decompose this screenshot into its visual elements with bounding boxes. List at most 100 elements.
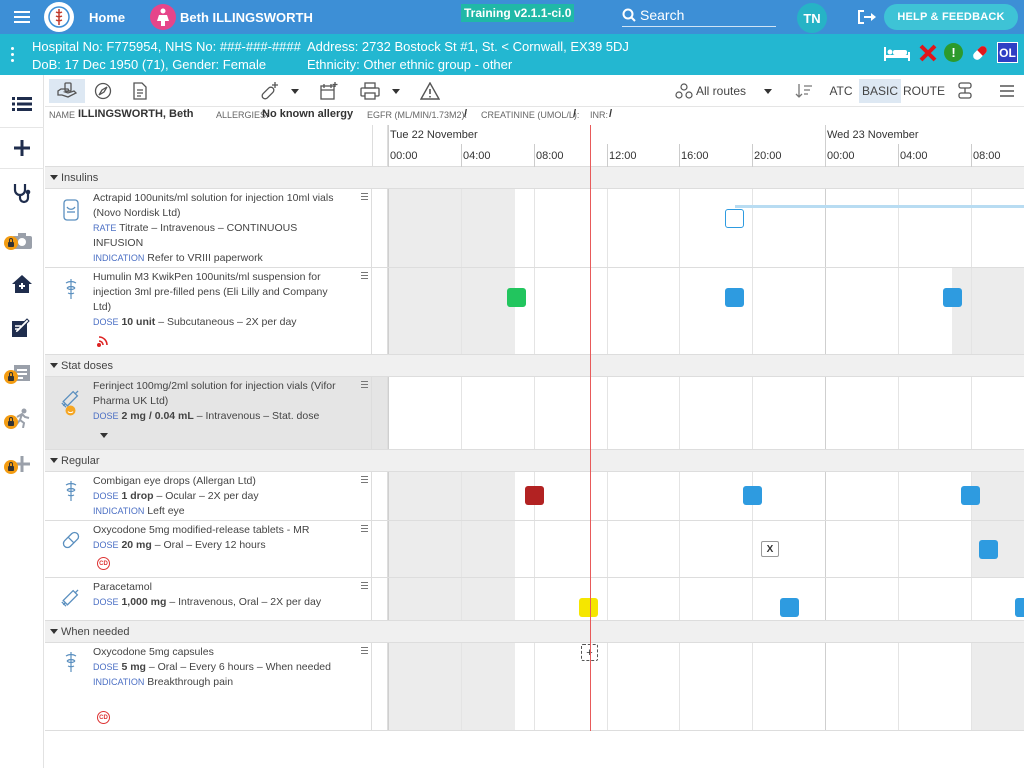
timeline-hour: 08:00 bbox=[536, 150, 564, 162]
bed-icon[interactable] bbox=[882, 43, 912, 63]
dose-marker-due[interactable] bbox=[725, 288, 744, 307]
dose-marker-due[interactable] bbox=[961, 486, 980, 505]
home-link[interactable]: Home bbox=[89, 9, 126, 25]
medication-cell[interactable]: Combigan eye drops (Allergan Ltd) DOSE 1… bbox=[45, 472, 372, 520]
search-input[interactable]: Search bbox=[622, 4, 776, 27]
dose-detail: – Subcutaneous – 2X per day bbox=[158, 316, 297, 328]
document-icon[interactable] bbox=[129, 79, 151, 103]
row-menu-icon[interactable] bbox=[361, 525, 368, 534]
dose-marker-refused[interactable] bbox=[525, 486, 544, 505]
dose-marker-due-now[interactable] bbox=[579, 598, 598, 617]
activity-icon[interactable] bbox=[0, 397, 44, 439]
warning-icon[interactable] bbox=[418, 79, 442, 103]
row-menu-icon[interactable] bbox=[361, 582, 368, 591]
indication-label: INDICATION bbox=[93, 253, 145, 263]
timeline-hour: 00:00 bbox=[827, 150, 855, 162]
dose-label: DOSE bbox=[93, 540, 119, 550]
lock-icon bbox=[4, 236, 18, 250]
menu-icon[interactable] bbox=[14, 0, 36, 34]
sort-icon[interactable] bbox=[793, 79, 815, 103]
banner-menu-icon[interactable] bbox=[11, 47, 15, 65]
dose-marker-due[interactable] bbox=[1015, 598, 1024, 617]
view-route-button[interactable]: ROUTE bbox=[903, 84, 945, 98]
row-menu-icon[interactable] bbox=[361, 272, 368, 281]
edit-document-icon[interactable] bbox=[0, 307, 44, 349]
help-feedback-button[interactable]: HELP & FEEDBACK bbox=[884, 4, 1018, 30]
name-label: NAME bbox=[49, 110, 76, 120]
pill-icon[interactable] bbox=[970, 43, 990, 63]
list-icon[interactable] bbox=[0, 83, 44, 125]
section-regular[interactable]: Regular bbox=[45, 450, 1024, 472]
routes-dropdown[interactable] bbox=[761, 79, 775, 103]
allergies-label: ALLERGIES: bbox=[216, 110, 269, 120]
search-placeholder: Search bbox=[640, 7, 685, 23]
close-icon[interactable] bbox=[919, 44, 937, 62]
controlled-drug-badge: CD bbox=[97, 557, 110, 570]
medication-cell[interactable]: Oxycodone 5mg modified-release tablets -… bbox=[45, 521, 372, 577]
section-insulins[interactable]: Insulins bbox=[45, 167, 1024, 189]
syringe-icon bbox=[61, 390, 79, 408]
patient-name[interactable]: Beth ILLINGSWORTH bbox=[180, 9, 313, 25]
egfr-value: / bbox=[464, 108, 468, 120]
hand-administer-icon[interactable] bbox=[49, 79, 85, 103]
dose-amount: 2 mg / 0.04 mL bbox=[121, 410, 194, 422]
view-basic-button[interactable]: BASIC bbox=[859, 79, 901, 103]
routes-filter-label[interactable]: All routes bbox=[696, 84, 747, 98]
notes-icon[interactable] bbox=[0, 352, 44, 394]
compass-icon[interactable] bbox=[91, 79, 115, 103]
egfr-label: EGFR (ML/MIN/1.73M2): bbox=[367, 110, 468, 120]
menu-icon[interactable] bbox=[995, 79, 1019, 103]
rate-label: RATE bbox=[93, 223, 117, 233]
dose-marker-due[interactable] bbox=[780, 598, 799, 617]
section-stat-doses[interactable]: Stat doses bbox=[45, 355, 1024, 377]
home-plus-icon[interactable] bbox=[0, 263, 44, 305]
app-logo[interactable] bbox=[44, 2, 74, 32]
print-icon[interactable] bbox=[357, 79, 383, 103]
add-medication-dropdown[interactable] bbox=[289, 79, 301, 103]
inr-label: INR: bbox=[590, 110, 608, 120]
dose-marker-due[interactable] bbox=[943, 288, 962, 307]
syringe-icon bbox=[61, 589, 79, 607]
user-avatar[interactable]: TN bbox=[797, 3, 827, 33]
medication-cell[interactable]: Paracetamol DOSE 1,000 mg – Intravenous,… bbox=[45, 578, 372, 620]
ol-badge[interactable]: OL bbox=[997, 42, 1018, 63]
patient-address: Address: 2732 Bostock St #1, St. < Cornw… bbox=[307, 39, 629, 54]
creatinine-label: CREATININE (UMOL/L): bbox=[481, 110, 580, 120]
table-row: Oxycodone 5mg capsules DOSE 5 mg – Oral … bbox=[45, 643, 1024, 731]
dose-marker-missed[interactable]: X bbox=[761, 541, 779, 557]
row-menu-icon[interactable] bbox=[361, 647, 368, 656]
print-dropdown[interactable] bbox=[390, 79, 402, 103]
medication-cell[interactable]: Actrapid 100units/ml solution for inject… bbox=[45, 189, 372, 267]
expand-icon[interactable] bbox=[100, 433, 108, 438]
lock-icon bbox=[4, 415, 18, 429]
dose-marker-due[interactable] bbox=[743, 486, 762, 505]
infusion-bar[interactable] bbox=[735, 205, 1024, 208]
section-when-needed[interactable]: When needed bbox=[45, 621, 1024, 643]
patient-info-bar: NAME ILLINGSWORTH, Beth ALLERGIES: No kn… bbox=[45, 107, 1024, 125]
row-menu-icon[interactable] bbox=[361, 193, 368, 202]
medication-cell[interactable]: Ferinject 100mg/2ml solution for injecti… bbox=[45, 377, 372, 449]
add-icon[interactable] bbox=[0, 127, 44, 169]
info-alert-icon[interactable]: ! bbox=[944, 43, 963, 62]
patient-dob-gender: DoB: 17 Dec 1950 (71), Gender: Female bbox=[32, 57, 267, 72]
medication-cell[interactable]: Oxycodone 5mg capsules DOSE 5 mg – Oral … bbox=[45, 643, 372, 730]
row-menu-icon[interactable] bbox=[361, 476, 368, 485]
stethoscope-icon[interactable] bbox=[0, 172, 44, 214]
add-medication-icon[interactable] bbox=[257, 79, 283, 103]
routes-icon[interactable] bbox=[673, 79, 695, 103]
allergies-value: No known allergy bbox=[262, 108, 354, 120]
group-icon[interactable] bbox=[953, 79, 977, 103]
add-prn-dose-button[interactable]: + bbox=[581, 644, 598, 661]
medication-name: Oxycodone 5mg capsules bbox=[93, 646, 214, 658]
dose-amount: 1,000 mg bbox=[121, 596, 167, 608]
infusion-start-marker[interactable] bbox=[725, 209, 744, 228]
row-menu-icon[interactable] bbox=[361, 381, 368, 390]
calendar-add-icon[interactable] bbox=[317, 79, 341, 103]
medication-cell[interactable]: Humulin M3 KwikPen 100units/ml suspensio… bbox=[45, 268, 372, 354]
chart-toolbar: All routes ATC BASIC ROUTE bbox=[45, 75, 1024, 107]
dose-marker-given-early[interactable] bbox=[507, 288, 526, 307]
dose-amount: 10 unit bbox=[121, 316, 156, 328]
logout-icon[interactable] bbox=[856, 0, 878, 34]
view-atc-button[interactable]: ATC bbox=[829, 84, 853, 98]
dose-marker-due[interactable] bbox=[979, 540, 998, 559]
